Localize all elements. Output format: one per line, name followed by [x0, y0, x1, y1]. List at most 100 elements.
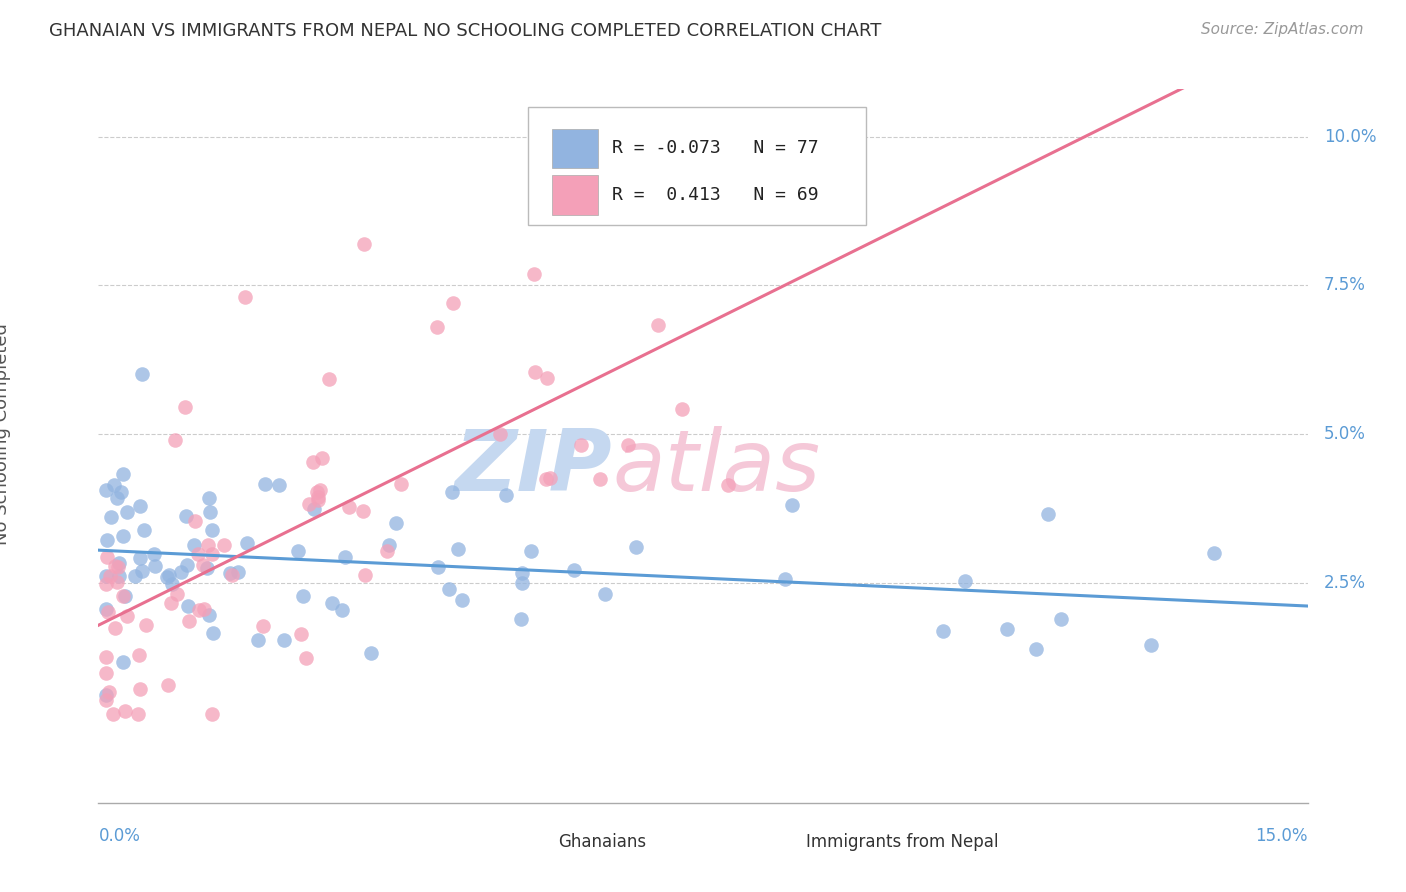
Point: [96, 533, 118, 547]
Point: [292, 589, 315, 603]
Point: [1025, 642, 1047, 657]
Text: Ghanaians: Ghanaians: [558, 833, 645, 851]
Point: [96, 483, 118, 498]
Point: [124, 568, 146, 582]
Point: [520, 544, 543, 558]
Point: [451, 592, 474, 607]
Point: [197, 607, 219, 622]
Point: [538, 471, 561, 485]
Point: [562, 563, 585, 577]
Point: [165, 433, 187, 447]
Point: [321, 596, 343, 610]
Point: [129, 682, 152, 697]
Point: [193, 601, 215, 615]
Point: [1204, 546, 1226, 560]
Point: [1140, 638, 1163, 652]
Point: [111, 529, 134, 543]
Point: [534, 472, 557, 486]
Point: [174, 509, 197, 524]
Point: [294, 651, 316, 665]
Point: [311, 450, 333, 465]
Point: [273, 632, 295, 647]
Point: [129, 550, 152, 565]
Point: [290, 627, 312, 641]
Point: [96, 577, 118, 591]
FancyBboxPatch shape: [758, 828, 796, 856]
Point: [103, 478, 125, 492]
Text: atlas: atlas: [612, 425, 820, 509]
Point: [114, 589, 136, 603]
Point: [108, 557, 131, 571]
Point: [536, 371, 558, 385]
Point: [170, 565, 193, 579]
Point: [166, 587, 188, 601]
Point: [127, 706, 149, 721]
Point: [447, 542, 470, 557]
Point: [117, 609, 139, 624]
Point: [221, 568, 243, 582]
Point: [117, 504, 139, 518]
Point: [201, 626, 224, 640]
Point: [953, 574, 976, 588]
Point: [177, 615, 200, 629]
Point: [616, 438, 638, 452]
Point: [96, 692, 118, 706]
Point: [318, 372, 340, 386]
Point: [439, 582, 461, 596]
Point: [426, 320, 449, 334]
Point: [226, 565, 249, 579]
FancyBboxPatch shape: [509, 828, 548, 856]
Point: [389, 477, 412, 491]
Point: [510, 566, 533, 580]
FancyBboxPatch shape: [551, 128, 598, 168]
Point: [157, 568, 180, 582]
Point: [160, 577, 183, 591]
Text: ZIP: ZIP: [454, 425, 612, 509]
Point: [932, 624, 955, 639]
Point: [593, 587, 616, 601]
Text: GHANAIAN VS IMMIGRANTS FROM NEPAL NO SCHOOLING COMPLETED CORRELATION CHART: GHANAIAN VS IMMIGRANTS FROM NEPAL NO SCH…: [49, 22, 882, 40]
Point: [287, 544, 309, 558]
Point: [132, 524, 155, 538]
Point: [183, 538, 205, 552]
Point: [114, 704, 136, 718]
Text: 10.0%: 10.0%: [1323, 128, 1376, 145]
Point: [236, 535, 259, 549]
Point: [201, 706, 224, 721]
Point: [96, 689, 118, 703]
Point: [298, 497, 321, 511]
Point: [198, 491, 221, 506]
Point: [104, 621, 127, 635]
Point: [671, 402, 693, 417]
Point: [200, 524, 222, 538]
Text: Source: ZipAtlas.com: Source: ZipAtlas.com: [1201, 22, 1364, 37]
Point: [143, 559, 166, 574]
Point: [375, 543, 398, 558]
Point: [524, 365, 547, 379]
Point: [112, 589, 135, 603]
Point: [488, 427, 510, 442]
Point: [308, 490, 330, 504]
Point: [96, 569, 118, 583]
Point: [198, 506, 221, 520]
Point: [246, 632, 269, 647]
Point: [252, 619, 274, 633]
Point: [184, 514, 207, 528]
Point: [156, 678, 179, 692]
Point: [307, 493, 329, 508]
Point: [160, 596, 183, 610]
Point: [589, 471, 612, 485]
Point: [177, 599, 200, 613]
Point: [337, 500, 360, 514]
Point: [440, 485, 463, 500]
FancyBboxPatch shape: [527, 107, 866, 225]
Point: [201, 547, 224, 561]
Point: [197, 538, 219, 552]
Point: [105, 491, 128, 505]
Point: [1038, 507, 1060, 521]
Point: [218, 566, 240, 581]
Point: [112, 655, 135, 669]
Point: [509, 612, 531, 626]
Point: [187, 547, 209, 561]
Point: [187, 603, 209, 617]
